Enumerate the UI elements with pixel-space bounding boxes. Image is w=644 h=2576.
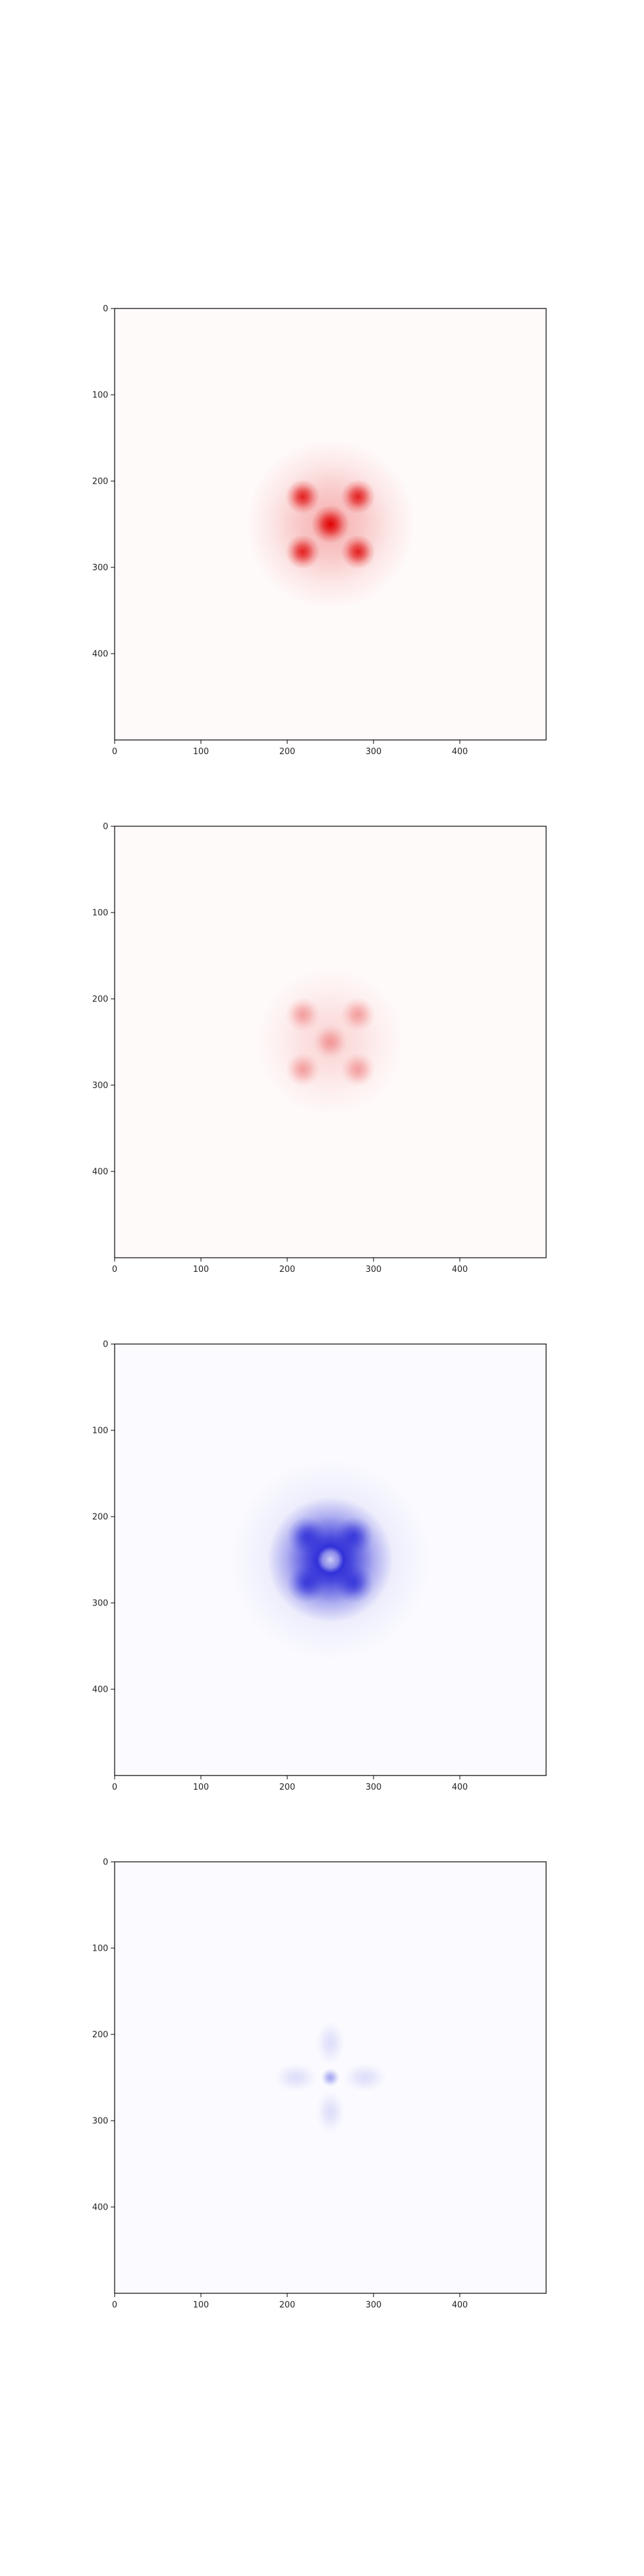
x-tick-label: 0 — [112, 747, 117, 757]
heatmap-blob-4 — [273, 2062, 319, 2093]
x-tick-label: 200 — [279, 1265, 296, 1274]
y-tick-label: 100 — [92, 909, 108, 918]
x-tick-label: 200 — [279, 2300, 296, 2310]
heatmap-blob-6 — [254, 966, 406, 1118]
heatmap-panel-2: 0 100 200 300 400 0 100 200 300 400 — [92, 822, 547, 1274]
heatmap-cells — [225, 1455, 435, 1665]
y-tick-label: 300 — [92, 2117, 108, 2126]
heatmap-cells — [273, 2020, 388, 2135]
x-tick-label: 400 — [452, 1783, 468, 1792]
y-tick-label: 100 — [92, 1944, 108, 1954]
y-tick-label: 0 — [103, 822, 108, 832]
y-tick-label: 300 — [92, 1081, 108, 1091]
y-tick-label: 100 — [92, 391, 108, 401]
y-tick-label: 200 — [92, 995, 108, 1005]
x-tick-label: 0 — [112, 2300, 117, 2310]
heatmap-cells — [245, 439, 416, 610]
x-tick-label: 0 — [112, 1265, 117, 1274]
x-tick-label: 300 — [366, 747, 382, 757]
y-tick-label: 0 — [103, 1340, 108, 1350]
y-tick-label: 0 — [103, 305, 108, 314]
axes-frame — [114, 1343, 547, 1776]
x-tick-label: 100 — [193, 1783, 209, 1792]
heatmap-cells — [254, 966, 406, 1118]
y-tick-label: 200 — [92, 1513, 108, 1522]
heatmap-blob-5 — [342, 2062, 388, 2093]
heatmap-blob-1 — [321, 2068, 340, 2087]
x-tick-label: 300 — [366, 1265, 382, 1274]
x-tick-label: 400 — [452, 1265, 468, 1274]
axes-frame — [114, 826, 547, 1258]
x-tick-label: 300 — [366, 2300, 382, 2310]
axes-frame — [114, 1861, 547, 2294]
y-tick-label: 400 — [92, 1685, 108, 1695]
x-tick-label: 400 — [452, 2300, 468, 2310]
x-tick-label: 100 — [193, 1265, 209, 1274]
heatmap-blob-3 — [315, 2089, 346, 2135]
axes-frame — [114, 308, 547, 741]
heatmap-blob-2 — [315, 2020, 346, 2066]
x-tick-label: 400 — [452, 747, 468, 757]
x-tick-label: 0 — [112, 1783, 117, 1792]
y-tick-label: 300 — [92, 564, 108, 573]
y-tick-label: 300 — [92, 1599, 108, 1609]
y-tick-label: 200 — [92, 2031, 108, 2040]
y-tick-label: 100 — [92, 1426, 108, 1436]
heatmap-panel-1: 0 100 200 300 400 0 100 200 300 400 — [92, 305, 547, 757]
heatmap-blob-7 — [317, 1546, 344, 1573]
y-tick-label: 400 — [92, 2203, 108, 2213]
heatmap-panel-4: 0 100 200 300 400 0 100 200 300 400 — [92, 1858, 547, 2310]
y-tick-label: 400 — [92, 650, 108, 659]
y-tick-label: 200 — [92, 477, 108, 487]
x-tick-label: 100 — [193, 747, 209, 757]
x-tick-label: 300 — [366, 1783, 382, 1792]
y-tick-label: 0 — [103, 1858, 108, 1868]
x-tick-label: 200 — [279, 747, 296, 757]
x-tick-label: 100 — [193, 2300, 209, 2310]
x-tick-label: 200 — [279, 1783, 296, 1792]
heatmap-panel-3: 0 100 200 300 400 0 100 200 300 400 — [92, 1340, 547, 1792]
y-tick-label: 400 — [92, 1168, 108, 1177]
heatmap-blob-6 — [245, 439, 416, 610]
